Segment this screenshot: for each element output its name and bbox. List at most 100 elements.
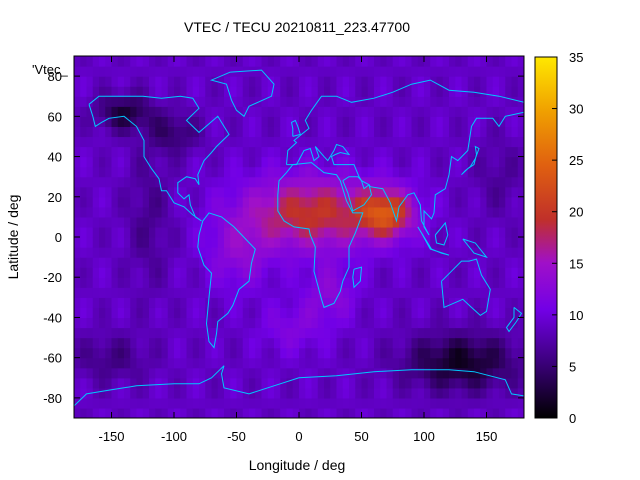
heatmap-cell: [355, 237, 363, 248]
heatmap-cell: [486, 76, 494, 87]
heatmap-cell: [155, 367, 163, 379]
heatmap-cell: [236, 56, 244, 67]
heatmap-cell: [274, 176, 281, 188]
heatmap-cell: [374, 347, 381, 359]
heatmap-cell: [367, 226, 375, 238]
heatmap-cell: [224, 186, 231, 198]
heatmap-cell: [511, 337, 519, 349]
heatmap-cell: [517, 287, 524, 298]
heatmap-cell: [392, 86, 400, 97]
heatmap-cell: [405, 146, 413, 158]
heatmap-cell: [161, 387, 169, 399]
heatmap-cell: [192, 56, 200, 67]
heatmap-cell: [261, 146, 269, 158]
heatmap-cell: [399, 387, 406, 399]
heatmap-cell: [230, 377, 238, 389]
heatmap-cell: [224, 106, 231, 117]
heatmap-cell: [80, 307, 88, 319]
heatmap-cell: [292, 387, 300, 399]
heatmap-cell: [355, 96, 363, 107]
heatmap-cell: [486, 146, 494, 158]
heatmap-cell: [467, 407, 475, 418]
heatmap-cell: [449, 66, 456, 77]
heatmap-cell: [330, 136, 338, 148]
heatmap-cell: [399, 86, 406, 97]
heatmap-cell: [149, 387, 156, 399]
heatmap-cell: [505, 106, 513, 117]
heatmap-cell: [280, 237, 288, 248]
heatmap-cell: [417, 357, 425, 369]
heatmap-cell: [499, 146, 506, 158]
heatmap-cell: [349, 186, 356, 198]
heatmap-cell: [136, 106, 144, 117]
heatmap-cell: [367, 96, 375, 107]
heatmap-cell: [286, 237, 294, 248]
heatmap-cell: [280, 56, 288, 67]
heatmap-cell: [142, 367, 150, 379]
heatmap-cell: [99, 86, 106, 97]
heatmap-cell: [267, 106, 275, 117]
heatmap-cell: [436, 206, 444, 218]
heatmap-cell: [149, 317, 156, 329]
heatmap-cell: [86, 287, 94, 298]
heatmap-cell: [436, 387, 444, 399]
heatmap-cell: [361, 347, 369, 359]
heatmap-cell: [424, 347, 431, 359]
heatmap-cell: [455, 136, 463, 148]
heatmap-cell: [355, 377, 363, 389]
heatmap-cell: [205, 247, 213, 258]
heatmap-cell: [505, 86, 513, 97]
heatmap-cell: [205, 106, 213, 117]
heatmap-cell: [455, 237, 463, 248]
heatmap-cell: [342, 317, 350, 329]
heatmap-cell: [505, 277, 513, 288]
heatmap-cell: [449, 367, 456, 379]
heatmap-cell: [342, 357, 350, 369]
heatmap-cell: [105, 76, 113, 87]
heatmap-cell: [411, 347, 419, 359]
heatmap-cell: [299, 96, 306, 107]
heatmap-cell: [355, 216, 363, 228]
heatmap-cell: [217, 186, 225, 198]
heatmap-cell: [80, 66, 88, 77]
heatmap-cell: [505, 377, 513, 389]
heatmap-cell: [467, 186, 475, 198]
heatmap-cell: [92, 257, 100, 268]
heatmap-cell: [142, 257, 150, 268]
heatmap-cell: [192, 136, 200, 148]
heatmap-cell: [349, 387, 356, 399]
heatmap-cell: [336, 407, 344, 418]
heatmap-cell: [74, 257, 81, 268]
heatmap-cell: [417, 96, 425, 107]
heatmap-cell: [499, 357, 506, 369]
heatmap-cell: [461, 277, 469, 288]
heatmap-cell: [417, 86, 425, 97]
heatmap-cell: [311, 307, 319, 319]
heatmap-cell: [124, 337, 131, 349]
heatmap-cell: [480, 76, 488, 87]
heatmap-cell: [199, 407, 206, 418]
heatmap-cell: [155, 156, 163, 168]
heatmap-cell: [286, 317, 294, 329]
heatmap-cell: [149, 156, 156, 168]
heatmap-cell: [161, 297, 169, 308]
heatmap-cell: [236, 337, 244, 349]
heatmap-cell: [499, 337, 506, 349]
heatmap-cell: [249, 287, 256, 298]
heatmap-cell: [386, 307, 394, 319]
heatmap-cell: [186, 166, 194, 178]
heatmap-cell: [392, 206, 400, 218]
heatmap-cell: [205, 86, 213, 97]
heatmap-cell: [511, 216, 519, 228]
heatmap-cell: [305, 237, 313, 248]
heatmap-cell: [355, 297, 363, 308]
heatmap-cell: [317, 257, 325, 268]
heatmap-cell: [242, 287, 250, 298]
heatmap-cell: [224, 146, 231, 158]
heatmap-cell: [336, 297, 344, 308]
heatmap-cell: [424, 397, 431, 409]
heatmap-cell: [161, 377, 169, 389]
heatmap-cell: [317, 116, 325, 127]
heatmap-cell: [317, 397, 325, 409]
heatmap-cell: [192, 377, 200, 389]
